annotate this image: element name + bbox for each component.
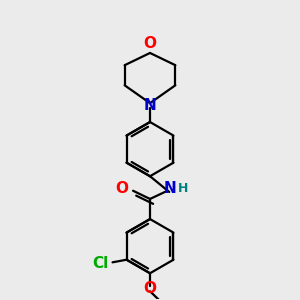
Text: O: O	[143, 36, 157, 51]
Text: O: O	[116, 181, 128, 196]
Text: Cl: Cl	[92, 256, 108, 271]
Text: O: O	[143, 280, 157, 296]
Text: N: N	[164, 181, 176, 196]
Text: N: N	[144, 98, 156, 113]
Text: H: H	[178, 182, 188, 196]
